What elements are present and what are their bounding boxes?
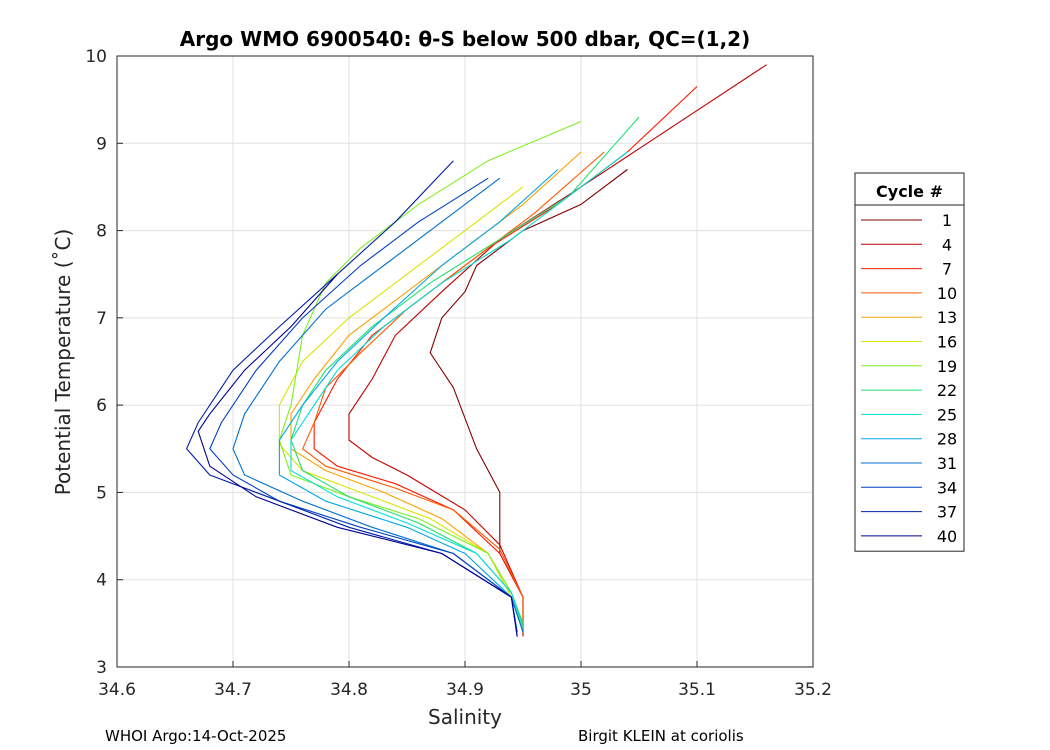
legend-label: 13	[937, 308, 957, 327]
chart-title: Argo WMO 6900540: θ-S below 500 dbar, QC…	[180, 27, 750, 51]
legend-label: 25	[937, 405, 957, 424]
x-axis-label: Salinity	[428, 705, 502, 729]
x-tick-label: 34.8	[330, 680, 368, 700]
x-tick-label: 34.6	[98, 680, 136, 700]
y-tick-label: 5	[96, 483, 107, 503]
legend-label: 37	[937, 503, 957, 522]
x-tick-label: 34.7	[214, 680, 252, 700]
series-line-cycle-22	[290, 116, 640, 624]
y-tick-label: 3	[96, 658, 107, 678]
series-line-cycle-1	[429, 169, 628, 633]
legend-label: 34	[937, 478, 957, 497]
y-tick-label: 8	[96, 222, 107, 242]
x-tick-label: 35.2	[794, 680, 832, 700]
series-line-cycle-7	[313, 86, 698, 633]
legend-label: 16	[937, 333, 957, 352]
legend-label: 28	[937, 430, 957, 449]
legend: Cycle # 1 4 7 10 13 16 19 22 25 28 31 34 37 40	[854, 172, 965, 552]
legend-label: 4	[942, 235, 952, 254]
legend-label: 19	[937, 357, 957, 376]
series-line-cycle-4	[348, 64, 767, 637]
y-tick-label: 6	[96, 396, 107, 416]
y-axis-label: Potential Temperature (˚C)	[51, 229, 75, 496]
series-line-cycle-19	[278, 120, 582, 624]
series-line-cycle-10	[301, 151, 605, 633]
legend-label: 7	[942, 260, 952, 279]
axis-ticks: 34.6 34.7 34.8 34.9 35 35.1 35.2 3 4 5 6 7 8 9 10	[85, 47, 832, 700]
y-tick-label: 9	[96, 134, 107, 154]
series-line-cycle-34	[209, 177, 518, 633]
series-line-cycle-40	[197, 273, 518, 637]
series-line-cycle-37	[185, 160, 518, 637]
legend-label: 22	[937, 381, 957, 400]
y-tick-label: 4	[96, 571, 107, 591]
series-lines	[185, 64, 767, 637]
x-tick-label: 35	[570, 680, 592, 700]
footer-right: Birgit KLEIN at coriolis	[578, 727, 744, 745]
legend-label: 40	[937, 527, 957, 546]
legend-title: Cycle #	[876, 182, 943, 201]
x-tick-label: 34.9	[446, 680, 484, 700]
grid-lines	[117, 56, 813, 667]
y-tick-label: 7	[96, 309, 107, 329]
legend-label: 10	[937, 284, 957, 303]
series-line-cycle-13	[290, 151, 582, 628]
footer-left: WHOI Argo:14-Oct-2025	[105, 727, 286, 745]
legend-label: 1	[942, 211, 952, 230]
x-tick-label: 35.1	[678, 680, 716, 700]
legend-label: 31	[937, 454, 957, 473]
series-line-cycle-25	[290, 151, 628, 628]
legend-box	[854, 172, 965, 552]
y-tick-label: 10	[85, 47, 107, 67]
series-line-cycle-28	[278, 169, 559, 633]
